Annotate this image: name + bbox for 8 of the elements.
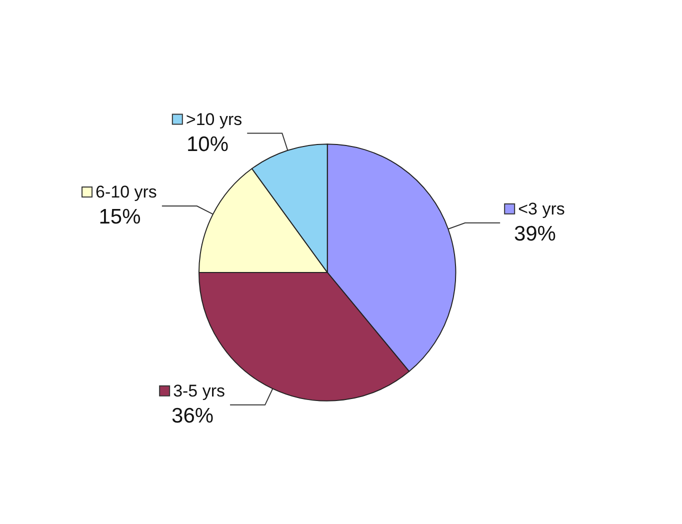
legend-label: 3-5 yrs	[173, 381, 226, 400]
data-label: 10%	[186, 132, 229, 156]
legend-label: <3 yrs	[518, 199, 565, 218]
legend-label: >10 yrs	[186, 110, 242, 129]
data-label: 15%	[98, 206, 141, 229]
data-label: 39%	[514, 222, 556, 246]
data-label: 36%	[172, 404, 214, 428]
legend-label: 6-10 yrs	[96, 182, 157, 202]
